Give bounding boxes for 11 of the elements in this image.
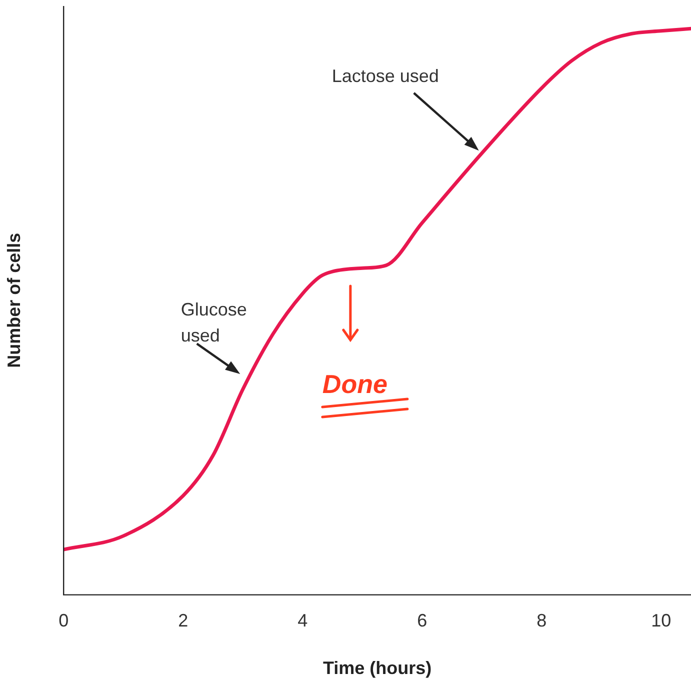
- x-tick-label: 2: [178, 610, 188, 631]
- annotation: Done: [322, 369, 388, 400]
- x-tick-label: 10: [651, 610, 672, 631]
- x-tick-label: 0: [58, 610, 69, 631]
- x-tick-label: 4: [298, 610, 308, 631]
- x-tick-label: 8: [536, 610, 547, 631]
- x-tick-label: 6: [417, 610, 428, 631]
- x-axis-title: Time (hours): [322, 658, 432, 678]
- annotation: Lactose used: [332, 66, 439, 86]
- y-axis-title: Number of cells: [4, 232, 24, 368]
- annotation: Glucose used: [180, 300, 247, 346]
